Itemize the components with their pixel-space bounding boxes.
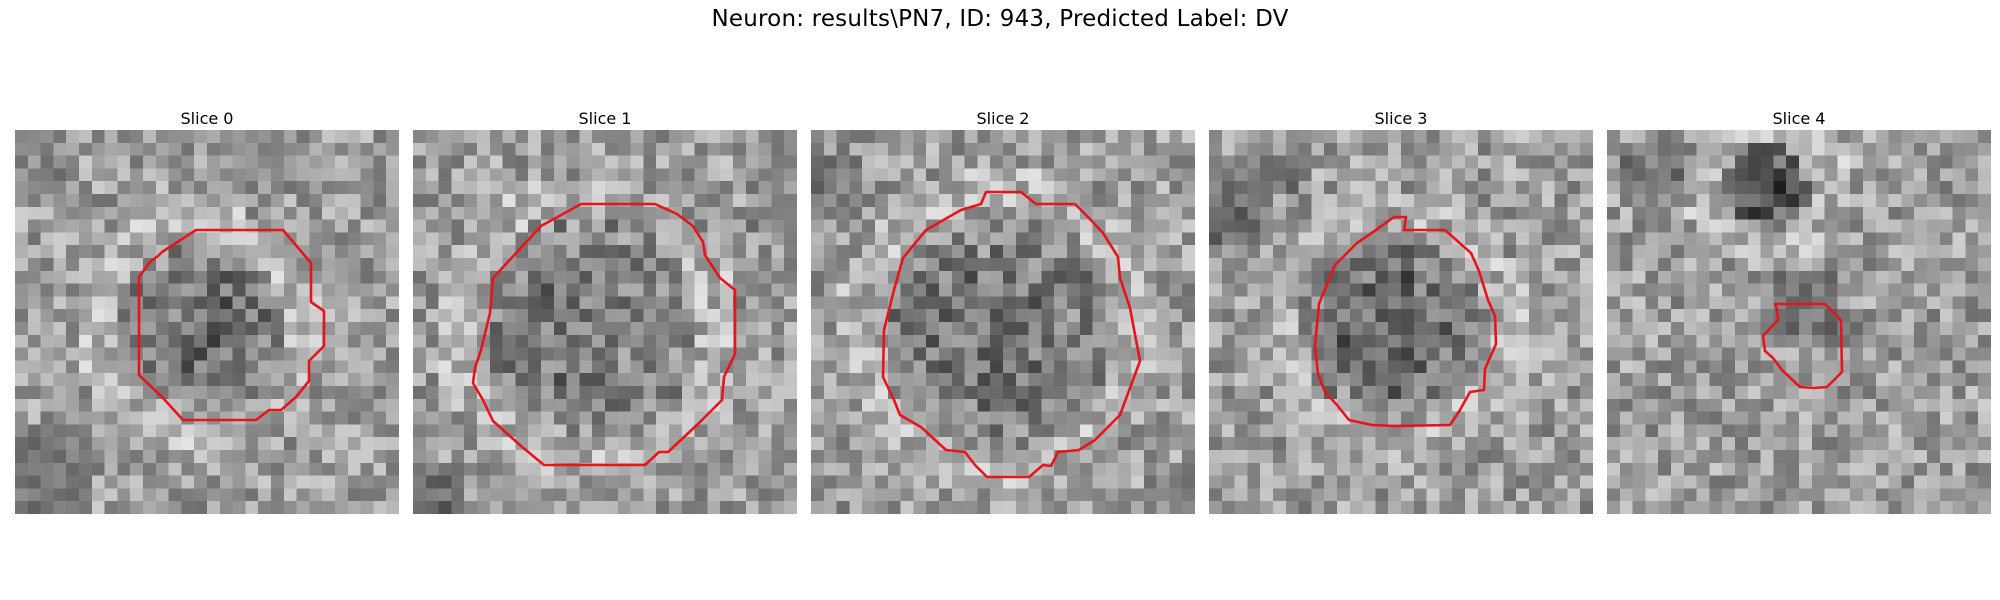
roi-contour-2 xyxy=(881,190,1142,479)
slice-image-2 xyxy=(811,130,1195,514)
roi-contour-1 xyxy=(471,202,737,467)
slice-overlay-0 xyxy=(137,228,326,422)
slice-title-4: Slice 4 xyxy=(1772,109,1826,128)
slice-panel-1: Slice 1 xyxy=(413,108,797,514)
slice-overlay-4 xyxy=(1761,302,1844,390)
slice-pixels-3 xyxy=(1209,130,1593,514)
slice-panel-2: Slice 2 xyxy=(811,108,1195,514)
slice-pixels-0 xyxy=(15,130,399,514)
slice-panel-3: Slice 3 xyxy=(1209,108,1593,514)
slice-title-3: Slice 3 xyxy=(1374,109,1428,128)
slice-pixels-4 xyxy=(1607,130,1991,514)
slice-image-4 xyxy=(1607,130,1991,514)
slice-overlay-2 xyxy=(881,190,1142,479)
slice-overlay-1 xyxy=(471,202,737,467)
slice-pixels-2 xyxy=(811,130,1195,514)
slice-title-2: Slice 2 xyxy=(976,109,1030,128)
roi-contour-4 xyxy=(1761,302,1844,390)
slice-pixels-1 xyxy=(413,130,797,514)
slice-panel-4: Slice 4 xyxy=(1607,108,1991,514)
slice-overlay-3 xyxy=(1313,215,1498,428)
figure-title: Neuron: results\PN7, ID: 943, Predicted … xyxy=(711,6,1289,32)
slice-image-0 xyxy=(15,130,399,514)
slice-title-1: Slice 1 xyxy=(578,109,632,128)
roi-contour-3 xyxy=(1313,215,1498,428)
slice-image-3 xyxy=(1209,130,1593,514)
slice-image-1 xyxy=(413,130,797,514)
slice-title-0: Slice 0 xyxy=(180,109,234,128)
roi-contour-0 xyxy=(137,228,326,422)
slice-panel-0: Slice 0 xyxy=(15,108,399,514)
